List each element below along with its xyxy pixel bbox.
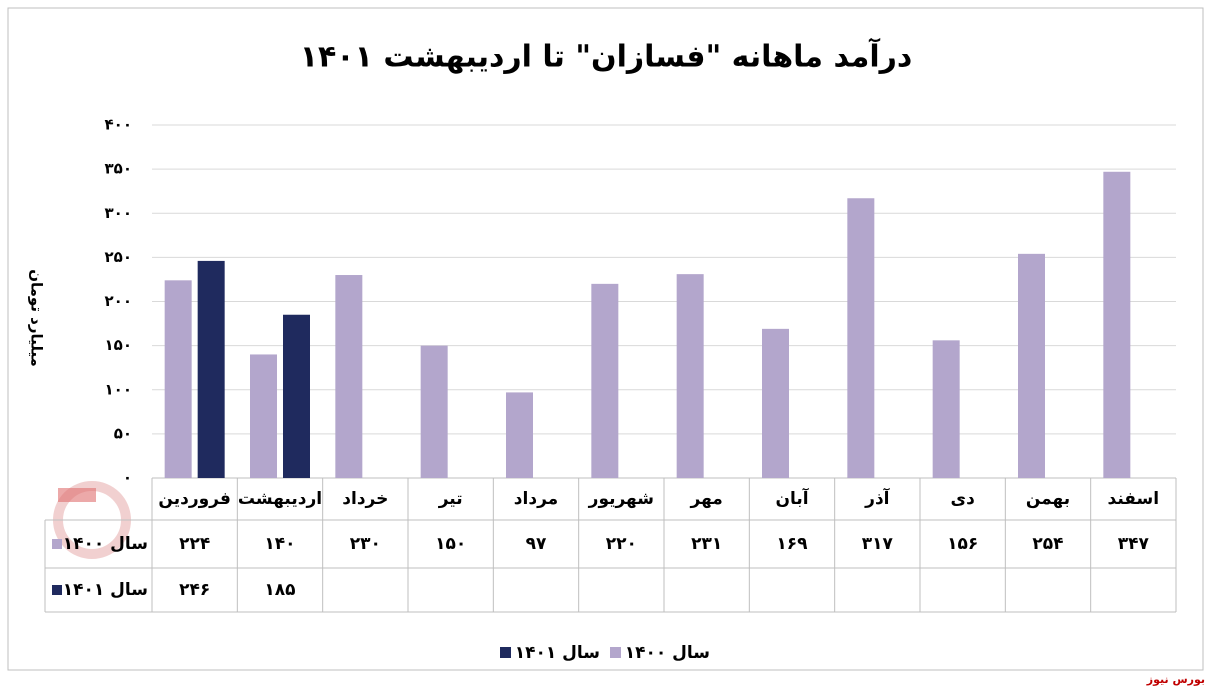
x-tick-label: خرداد bbox=[342, 489, 388, 509]
bar bbox=[847, 198, 875, 478]
chart-title: درآمد ماهانه "فسازان" تا اردیبهشت ۱۴۰۱ bbox=[300, 38, 913, 75]
bar bbox=[197, 260, 225, 478]
data-label: ۳۴۷ bbox=[1118, 534, 1150, 554]
bar bbox=[420, 345, 448, 478]
row-header: سال ۱۴۰۱ bbox=[63, 580, 148, 600]
x-tick-label: اسفند bbox=[1108, 489, 1160, 509]
x-tick-label: مرداد bbox=[514, 489, 558, 509]
y-tick-label: ۴۰۰ bbox=[105, 116, 132, 134]
bar bbox=[1018, 253, 1045, 478]
data-label: ۱۸۵ bbox=[264, 580, 295, 600]
x-tick-label: تیر bbox=[438, 489, 463, 509]
row-header: سال ۱۴۰۰ bbox=[63, 534, 148, 554]
x-tick-label: شهریور bbox=[588, 489, 654, 509]
x-tick-label: مهر bbox=[690, 489, 723, 509]
watermark: بورس نیوز bbox=[1146, 673, 1205, 686]
bar bbox=[762, 328, 789, 478]
legend-key bbox=[610, 647, 621, 658]
x-tick-label: فروردین bbox=[158, 489, 230, 509]
bar bbox=[164, 280, 192, 478]
legend-label: سال ۱۴۰۱ bbox=[515, 643, 600, 663]
x-tick-label: بهمن bbox=[1026, 489, 1070, 509]
data-label: ۲۲۴ bbox=[179, 534, 210, 554]
y-tick-label: ۲۰۰ bbox=[105, 292, 132, 310]
data-label: ۳۱۷ bbox=[862, 534, 894, 554]
row-key bbox=[52, 539, 62, 549]
y-tick-label: ۲۵۰ bbox=[105, 248, 132, 266]
bar bbox=[283, 314, 310, 478]
data-label: ۱۴۰ bbox=[264, 534, 295, 554]
legend-label: سال ۱۴۰۰ bbox=[625, 643, 710, 663]
bar bbox=[1103, 171, 1131, 478]
y-tick-label: ۳۰۰ bbox=[105, 204, 132, 222]
y-axis-label: میلیارد تومان bbox=[28, 269, 46, 367]
y-tick-label: ۵۰ bbox=[114, 424, 132, 442]
bar bbox=[591, 283, 619, 478]
x-tick-label: اردیبهشت bbox=[238, 489, 322, 509]
data-label: ۱۶۹ bbox=[776, 534, 808, 554]
y-tick-label: ۱۰۰ bbox=[105, 380, 132, 398]
data-label: ۲۲۰ bbox=[606, 534, 637, 554]
data-label: ۲۵۴ bbox=[1032, 534, 1063, 554]
data-label: ۹۷ bbox=[526, 534, 547, 554]
x-tick-label: دی bbox=[951, 489, 976, 509]
y-tick-label: ۰ bbox=[123, 469, 132, 487]
data-label: ۱۵۶ bbox=[947, 534, 978, 554]
y-tick-label: ۳۵۰ bbox=[105, 160, 132, 178]
x-tick-label: آبان bbox=[775, 487, 809, 509]
x-tick-label: آذر bbox=[864, 487, 891, 509]
bar bbox=[250, 354, 277, 478]
row-key bbox=[52, 585, 62, 595]
data-label: ۲۳۱ bbox=[691, 534, 722, 554]
bar bbox=[676, 274, 704, 478]
bar bbox=[932, 340, 960, 478]
data-label: ۲۴۶ bbox=[179, 580, 210, 600]
y-tick-label: ۱۵۰ bbox=[105, 336, 132, 354]
bar bbox=[506, 392, 533, 478]
legend-key bbox=[500, 647, 511, 658]
data-label: ۱۵۰ bbox=[435, 534, 466, 554]
data-label: ۲۳۰ bbox=[350, 534, 381, 554]
bar bbox=[335, 275, 363, 478]
